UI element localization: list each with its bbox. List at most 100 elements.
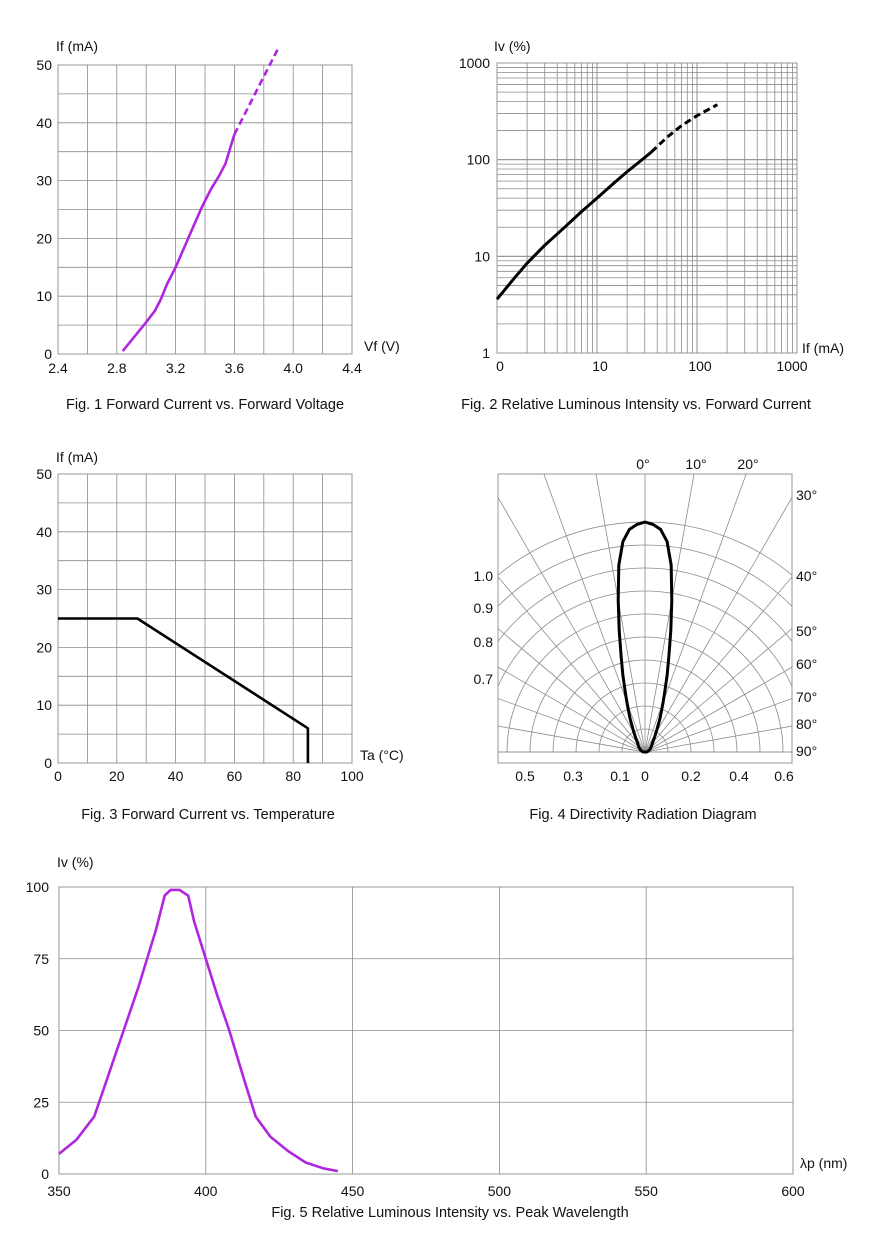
fig5-y-tick: 75 — [33, 951, 49, 967]
fig4-polar-grid — [498, 474, 792, 753]
fig5-x-ticks: 350 400 450 500 550 600 — [47, 1183, 805, 1199]
fig4-spoke — [595, 474, 646, 753]
fig4-radial-label: 0.7 — [474, 671, 494, 687]
fig1-y-tick: 0 — [44, 346, 52, 362]
fig2-y-tick: 1000 — [459, 55, 490, 71]
fig1-y-tick: 20 — [36, 230, 52, 246]
fig4-angle-label: 70° — [796, 689, 817, 705]
fig4-spoke — [644, 698, 792, 753]
fig1-x-tick: 4.0 — [283, 360, 303, 376]
fig2-y-tick: 100 — [467, 152, 491, 168]
fig4-angle-label: 90° — [796, 743, 817, 759]
fig2-ylabel: Iv (%) — [494, 38, 531, 54]
fig5-title: Fig. 5 Relative Luminous Intensity vs. P… — [271, 1205, 628, 1221]
fig5-chart: 350 400 450 500 550 600 0 25 50 75 100 Iv (%) λp … — [26, 854, 848, 1221]
fig2-series-solid — [495, 150, 653, 301]
fig1-chart: 2.4 2.8 3.2 3.6 4.0 4.4 0 10 20 30 40 50 If (mA) V… — [36, 38, 399, 413]
fig4-spoke — [498, 576, 646, 753]
fig1-x-tick: 3.6 — [225, 360, 245, 376]
fig3-x-tick: 40 — [168, 768, 184, 784]
fig2-y-tick: 10 — [474, 248, 490, 264]
fig2-title: Fig. 2 Relative Luminous Intensity vs. F… — [461, 397, 811, 413]
fig4-spoke — [644, 666, 792, 753]
fig4-spoke — [644, 474, 747, 753]
fig3-x-tick: 80 — [285, 768, 301, 784]
fig5-y-tick: 0 — [41, 1166, 49, 1182]
fig1-y-tick: 50 — [36, 57, 52, 73]
fig4-grid-lines — [498, 474, 792, 753]
fig3-x-ticks: 0 20 40 60 80 100 — [54, 768, 364, 784]
fig3-ylabel: If (mA) — [56, 449, 98, 465]
fig2-chart: 0 10 100 1000 1 10 100 1000 Iv (%) If (mA) Fig… — [459, 38, 844, 413]
fig4-spoke — [644, 496, 792, 753]
fig1-x-ticks: 2.4 2.8 3.2 3.6 4.0 4.4 — [48, 360, 362, 376]
fig3-series-derating — [58, 617, 310, 763]
fig5-x-tick: 350 — [47, 1183, 71, 1199]
fig5-y-tick: 100 — [26, 879, 50, 895]
fig2-xlabel: If (mA) — [802, 340, 844, 356]
fig5-grid — [59, 887, 793, 1174]
fig4-angle-label: 40° — [796, 568, 817, 584]
fig1-y-ticks: 0 10 20 30 40 50 — [36, 57, 52, 362]
fig1-series-dashed — [233, 47, 280, 135]
fig3-y-tick: 30 — [36, 582, 52, 598]
fig4-chart: 0° 10° 20° 30° 40° 50° 60° 70° 80° 90° 1.0 0.9 0.8 0.… — [474, 456, 818, 823]
fig3-y-tick: 10 — [36, 697, 52, 713]
fig5-x-tick: 500 — [488, 1183, 512, 1199]
fig2-series-dashed — [650, 103, 719, 154]
fig5-x-tick: 400 — [194, 1183, 218, 1199]
fig4-spoke — [498, 666, 646, 753]
fig3-y-tick: 0 — [44, 755, 52, 771]
fig3-x-tick: 100 — [340, 768, 364, 784]
fig4-x-tick: 0.6 — [774, 768, 794, 784]
fig4-angle-label: 50° — [796, 623, 817, 639]
fig4-radial-label: 1.0 — [474, 568, 494, 584]
fig3-x-tick: 20 — [109, 768, 125, 784]
fig2-x-tick: 100 — [688, 358, 712, 374]
fig3-y-tick: 40 — [36, 524, 52, 540]
fig4-spoke — [498, 628, 646, 753]
fig1-x-tick: 4.4 — [342, 360, 362, 376]
fig1-series-solid — [121, 134, 236, 352]
fig5-y-tick: 50 — [33, 1023, 49, 1039]
fig4-angle-label: 80° — [796, 716, 817, 732]
fig1-x-tick: 2.4 — [48, 360, 68, 376]
fig2-x-ticks: 0 10 100 1000 — [496, 358, 808, 374]
fig5-y-tick: 25 — [33, 1094, 49, 1110]
fig3-x-tick: 0 — [54, 768, 62, 784]
fig4-spoke — [498, 496, 646, 753]
fig5-ylabel: Iv (%) — [57, 854, 94, 870]
fig1-x-tick: 3.2 — [166, 360, 186, 376]
fig4-spoke — [644, 474, 695, 753]
fig4-angle-label: 30° — [796, 487, 817, 503]
fig4-spoke — [644, 628, 792, 753]
fig4-x-tick: 0.3 — [563, 768, 583, 784]
fig3-y-ticks: 0 10 20 30 40 50 — [36, 466, 52, 771]
fig4-x-tick: 0 — [641, 768, 649, 784]
fig4-angle-label: 60° — [796, 656, 817, 672]
fig4-angle-label: 20° — [737, 456, 758, 472]
fig4-x-tick: 0.4 — [729, 768, 749, 784]
fig4-angle-label: 0° — [636, 456, 649, 472]
fig4-spoke — [498, 698, 646, 753]
fig2-y-ticks: 1 10 100 1000 — [459, 55, 490, 361]
fig4-x-tick: 0.1 — [610, 768, 630, 784]
fig1-y-tick: 40 — [36, 115, 52, 131]
fig4-title: Fig. 4 Directivity Radiation Diagram — [529, 807, 756, 823]
fig3-title: Fig. 3 Forward Current vs. Temperature — [81, 807, 335, 823]
fig5-x-tick: 550 — [635, 1183, 659, 1199]
fig4-spoke — [644, 725, 792, 753]
fig2-y-tick: 1 — [482, 345, 490, 361]
fig3-chart: 0 20 40 60 80 100 0 10 20 30 40 50 If (mA) Ta (°C)… — [36, 449, 403, 823]
fig2-x-tick: 1000 — [776, 358, 807, 374]
fig3-xlabel: Ta (°C) — [360, 747, 404, 763]
fig5-x-tick: 600 — [781, 1183, 805, 1199]
fig4-spoke — [644, 576, 792, 753]
fig4-x-tick: 0.5 — [515, 768, 535, 784]
fig4-spoke — [543, 474, 646, 753]
fig4-radial-label: 0.9 — [474, 600, 494, 616]
fig4-series-pattern — [616, 520, 674, 754]
fig5-x-tick: 450 — [341, 1183, 365, 1199]
fig4-labels: 0° 10° 20° 30° 40° 50° 60° 70° 80° 90° 1.0 0.9 0.8 0.… — [474, 456, 818, 784]
